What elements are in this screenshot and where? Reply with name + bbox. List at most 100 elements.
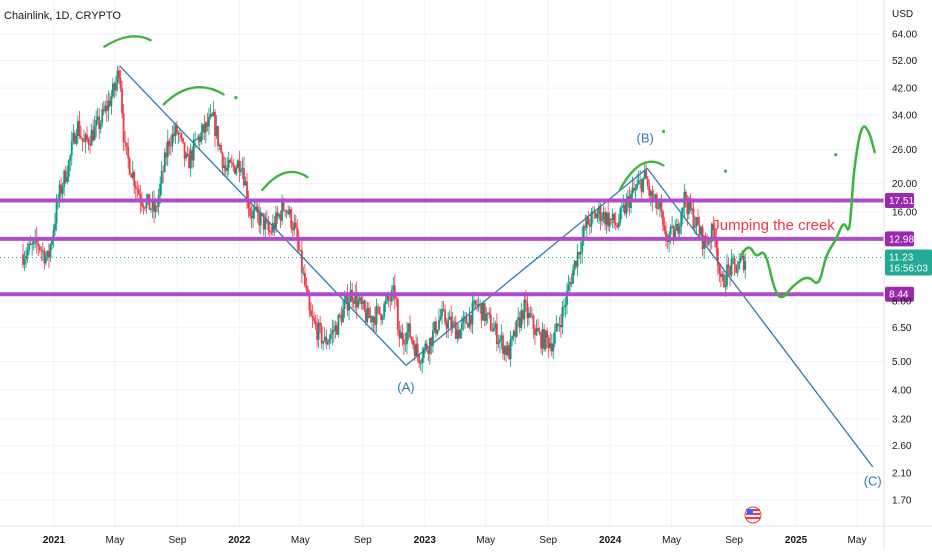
candle-body [631, 187, 634, 194]
candle-body [697, 217, 699, 226]
candle-body [561, 306, 564, 328]
candle-body [291, 227, 294, 231]
candle-body [573, 260, 576, 270]
drawing-arc-1[interactable] [103, 35, 152, 48]
candle-body [176, 125, 178, 134]
candle-body [46, 250, 49, 257]
candle-body [678, 226, 681, 234]
annotation-text[interactable]: Jumping the creek [712, 217, 835, 234]
candle-body [328, 339, 331, 343]
candle-body [569, 281, 571, 285]
candle-body [401, 332, 404, 340]
x-tick-label: Sep [725, 535, 743, 546]
candle-body [549, 343, 552, 349]
candle-body [339, 314, 341, 316]
candle-body [552, 343, 555, 352]
candle-body [599, 205, 602, 221]
candle-body [715, 237, 718, 248]
candle-body [485, 314, 488, 322]
candle-body [121, 88, 123, 114]
projection-path[interactable] [739, 125, 877, 299]
candle-body [52, 230, 55, 241]
candle-body [645, 170, 648, 180]
candle-body [145, 199, 148, 209]
y-tick-label: 26.00 [892, 145, 917, 156]
candle-body [713, 230, 716, 238]
candle-body [506, 345, 509, 356]
candle-body [340, 315, 343, 323]
candle-body [474, 300, 477, 305]
candle-body [40, 249, 43, 251]
time-axis[interactable]: 2021 May Sep 2022 May Sep 2023 May Sep 2024 May Sep… [43, 535, 867, 546]
level-badge-label: 8.44 [889, 290, 909, 301]
candle-body [396, 298, 399, 330]
candle-body [131, 171, 134, 178]
candle-body [649, 191, 652, 196]
candle-body [739, 258, 742, 262]
x-tick-label: Sep [539, 535, 557, 546]
candle-body [572, 269, 574, 284]
candle-body [744, 261, 747, 271]
us-flag-icon[interactable] [744, 506, 762, 524]
candle-body [313, 318, 315, 322]
candle-body [48, 250, 50, 258]
candle-body [559, 324, 562, 328]
candle-body [418, 354, 421, 364]
candle-body [407, 323, 410, 332]
candle-body [724, 285, 727, 287]
x-tick-label: 2024 [599, 535, 622, 546]
candle-body [669, 226, 672, 235]
drawing-arc-2[interactable] [162, 86, 225, 106]
countdown-label: 16:56:03 [889, 264, 928, 275]
candle-body [323, 336, 326, 342]
candle-body [172, 133, 175, 137]
candle-body [192, 139, 195, 161]
candle-body [95, 120, 98, 127]
candle-body [124, 141, 127, 143]
currency-label: USD [892, 9, 913, 20]
candle-body [482, 303, 485, 321]
y-tick-label: 2.60 [892, 441, 912, 452]
candle-body [601, 219, 603, 221]
candle-body [320, 325, 323, 344]
candle-body [412, 340, 414, 345]
candle-body [308, 296, 311, 311]
candle-body [140, 202, 143, 206]
candle-body [261, 212, 264, 214]
candle-body [66, 177, 69, 183]
x-tick-label: May [662, 535, 681, 546]
candle-body [470, 314, 472, 325]
candle-body [521, 310, 524, 320]
candle-body [73, 133, 76, 144]
wave-line-peak-to-a[interactable] [119, 65, 407, 366]
candle-body [442, 309, 445, 310]
candle-body [410, 337, 413, 341]
candle-body [329, 334, 332, 340]
candle-body [531, 315, 533, 317]
candle-body [182, 137, 184, 143]
candle-body [162, 170, 165, 172]
candle-body [698, 225, 701, 236]
drawing-arc-3[interactable] [261, 170, 309, 192]
candle-body [596, 213, 599, 219]
candle-body [110, 96, 113, 106]
drawing-arc-4[interactable] [618, 160, 665, 192]
candle-body [607, 212, 610, 227]
price-axis[interactable]: 64.00 52.00 42.00 34.00 26.00 20.00 16.00 8.00 6… [892, 30, 917, 507]
candle-body [529, 312, 532, 317]
candle-body [366, 308, 369, 323]
candle-body [435, 321, 437, 334]
candle-body [360, 297, 363, 304]
candle-body [191, 150, 194, 161]
candle-body [44, 256, 47, 264]
candle-body [712, 223, 715, 231]
candle-body [29, 243, 32, 245]
candle-body [38, 246, 41, 250]
candle-body [543, 329, 546, 350]
candle-body [332, 329, 335, 332]
candle-body [317, 322, 320, 340]
candle-body [147, 194, 149, 200]
wave-line-b-to-c[interactable] [646, 167, 874, 468]
level-badge-label: 12.98 [889, 234, 914, 245]
